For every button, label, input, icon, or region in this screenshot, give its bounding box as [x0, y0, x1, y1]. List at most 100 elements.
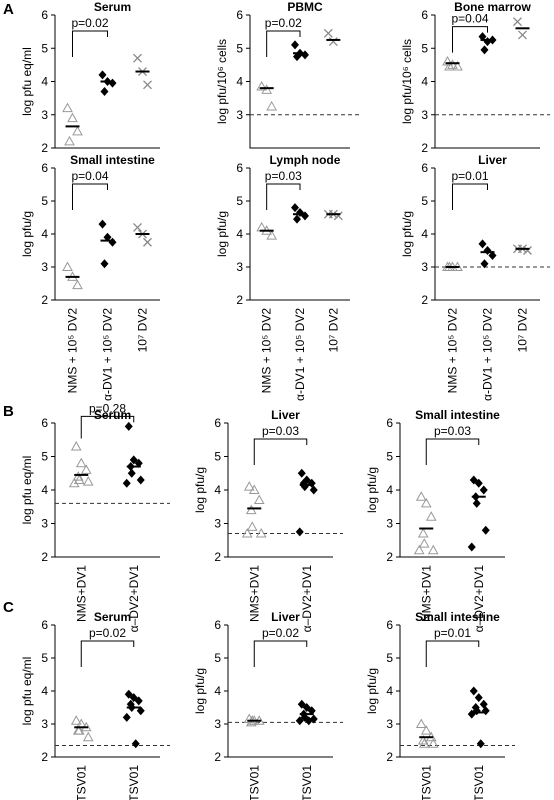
data-point [73, 725, 85, 735]
p-value: p=0.02 [265, 16, 302, 30]
y-tick-label: 6 [386, 618, 393, 632]
data-point [415, 718, 427, 728]
data-point [474, 693, 483, 703]
data-point [418, 738, 430, 748]
y-tick-label: 3 [41, 717, 48, 731]
data-point [73, 474, 85, 484]
y-tick-label: 4 [421, 75, 428, 89]
data-point [427, 738, 439, 748]
y-tick-label: 2 [386, 550, 393, 564]
x-tick-label: 4G2 +TSV01 [127, 765, 141, 800]
x-tick-label: α-DV1 + 10⁵ DV2 [293, 308, 307, 401]
significance-bracket [253, 640, 308, 667]
y-tick-label: 4 [41, 483, 48, 497]
y-axis-label: log pfu/g [193, 668, 207, 714]
chart-title: Liver [271, 610, 300, 624]
data-point [293, 214, 301, 224]
data-point [333, 211, 343, 221]
chart-title: Serum [94, 0, 131, 14]
p-value: p=0.01 [451, 169, 488, 183]
y-tick-label: 5 [386, 651, 393, 665]
y-tick-label: 5 [236, 194, 243, 208]
p-value: p=0.03 [265, 169, 302, 183]
data-point [417, 734, 429, 745]
y-axis-label: log pfu eq/ml [20, 47, 34, 116]
data-point [98, 219, 107, 229]
data-point [246, 521, 258, 531]
data-point [103, 232, 112, 242]
p-value: p=0.01 [434, 626, 471, 640]
x-tick-label: NMS + 10⁵ DV2 [66, 308, 80, 394]
p-value: p=0.28 [89, 401, 126, 415]
y-tick-label: 5 [214, 651, 221, 665]
data-point [307, 706, 316, 716]
y-tick-label: 4 [386, 483, 393, 497]
y-tick-label: 2 [41, 750, 48, 764]
y-tick-label: 2 [421, 293, 428, 307]
y-tick-label: 3 [421, 108, 428, 122]
data-point [133, 222, 142, 232]
data-point [82, 476, 94, 486]
data-point [295, 527, 304, 537]
y-tick-label: 3 [41, 108, 48, 122]
x-tick-label: PBS+TSV01 [74, 765, 88, 800]
data-point [427, 544, 439, 555]
significance-bracket [452, 183, 488, 210]
axis-line [249, 15, 350, 149]
data-point [266, 230, 278, 240]
data-point [131, 739, 140, 749]
chart-title: Lymph node [270, 153, 341, 167]
x-tick-label: 4G2 +TSV01 [472, 765, 486, 800]
data-point [478, 32, 487, 42]
data-point [100, 259, 109, 269]
data-point [248, 484, 260, 494]
data-point [134, 458, 143, 468]
y-tick-label: 3 [41, 517, 48, 531]
data-point [478, 239, 487, 249]
chart-title: Bone marrow [454, 0, 531, 14]
chart-title: Serum [94, 610, 131, 624]
data-point [255, 528, 267, 538]
data-point [68, 477, 80, 488]
y-tick-label: 3 [214, 517, 221, 531]
x-tick-label: α-DV1 + 10⁵ DV2 [101, 308, 115, 401]
p-value: p=0.03 [262, 424, 299, 438]
data-point [513, 17, 522, 27]
y-tick-label: 5 [421, 194, 428, 208]
y-tick-label: 5 [41, 194, 48, 208]
y-tick-label: 2 [41, 293, 48, 307]
data-point [297, 468, 306, 478]
y-tick-label: 2 [214, 550, 221, 564]
significance-bracket [72, 183, 108, 210]
data-point [295, 716, 304, 726]
x-tick-label: 10⁷ DV2 [136, 308, 150, 353]
data-point [480, 45, 489, 55]
y-tick-label: 5 [41, 651, 48, 665]
data-point [136, 475, 145, 485]
data-point [479, 485, 488, 495]
data-point [293, 52, 301, 62]
y-axis-label: log pfu eq/ml [20, 657, 34, 726]
y-tick-label: 2 [214, 750, 221, 764]
x-tick-label: PBS+TSV01 [419, 765, 433, 800]
significance-bracket [266, 30, 301, 57]
data-point [70, 440, 82, 451]
y-tick-label: 6 [421, 8, 428, 22]
y-tick-label: 4 [236, 75, 243, 89]
p-value: p=0.03 [434, 424, 471, 438]
y-tick-label: 4 [214, 483, 221, 497]
y-tick-label: 6 [41, 416, 48, 430]
y-tick-label: 2 [41, 550, 48, 564]
y-tick-label: 6 [214, 416, 221, 430]
y-tick-label: 6 [41, 618, 48, 632]
y-axis-label: log pfu/g [193, 467, 207, 513]
x-tick-label: PBS+TSV01 [247, 765, 261, 800]
x-tick-label: α–DV2+DV1 [472, 565, 486, 633]
data-point [413, 544, 425, 555]
panel-label: B [3, 403, 14, 420]
y-axis-label: log pfu/g [215, 211, 229, 257]
data-point [420, 497, 432, 508]
data-point [62, 102, 73, 113]
y-tick-label: 2 [386, 750, 393, 764]
y-tick-label: 4 [386, 684, 393, 698]
